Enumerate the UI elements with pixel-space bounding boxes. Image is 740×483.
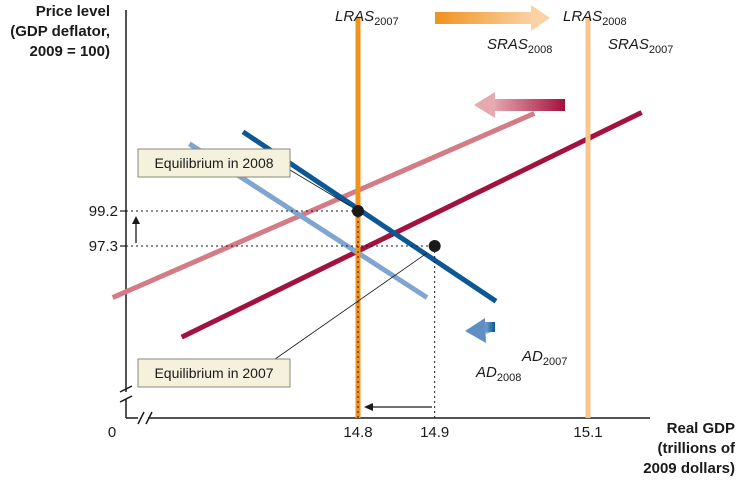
callout-label-2007: Equilibrium in 2007: [154, 365, 273, 381]
x-tick-label-0: 14.8: [343, 424, 372, 441]
callout-label-2008: Equilibrium in 2008: [154, 155, 273, 171]
equilibrium-point-2008: [352, 205, 364, 217]
callout-leader-2008: [289, 169, 351, 207]
sras2008-curve: [111, 111, 536, 300]
callout-leader-2007: [267, 252, 428, 365]
equilibrium-point-2007: [428, 239, 441, 252]
x-tick-label-1: 14.9: [420, 424, 449, 441]
y-axis-title-line-3: 2009 = 100): [30, 43, 111, 60]
x-axis-title-line-1: Real GDP: [667, 420, 735, 437]
price-rise-arrowhead: [132, 216, 140, 224]
lras2007-label: LRAS2007: [335, 8, 399, 28]
ad-shift-arrow: [465, 318, 495, 343]
sras-shift-arrow: [474, 92, 565, 118]
x-axis-title-line-2: (trillions of: [658, 440, 736, 457]
x-axis-title-line-3: 2009 dollars): [643, 460, 735, 477]
ad2007-label: AD2007: [521, 348, 567, 368]
callout-equilibrium-2008: Equilibrium in 2008: [137, 148, 351, 207]
y-tick-label-0: 99.2: [89, 203, 118, 220]
y-axis-title-line-1: Price level: [36, 3, 110, 20]
lras2008-label: LRAS2008: [563, 8, 627, 28]
y-tick-label-1: 97.3: [89, 238, 118, 255]
sras2008-label: SRAS2008: [487, 36, 552, 56]
callout-equilibrium-2007: Equilibrium in 2007: [137, 252, 428, 388]
ad2008-label: AD2008: [475, 364, 521, 384]
x-tick-label-2: 15.1: [573, 424, 602, 441]
output-fall-arrowhead: [364, 403, 373, 411]
y-axis-title-line-2: (GDP deflator,: [10, 23, 110, 40]
sras2007-curve: [180, 110, 643, 340]
origin-label: 0: [108, 424, 116, 441]
sras2007-label: SRAS2007: [608, 36, 673, 56]
lras-shift-arrow: [435, 5, 550, 31]
